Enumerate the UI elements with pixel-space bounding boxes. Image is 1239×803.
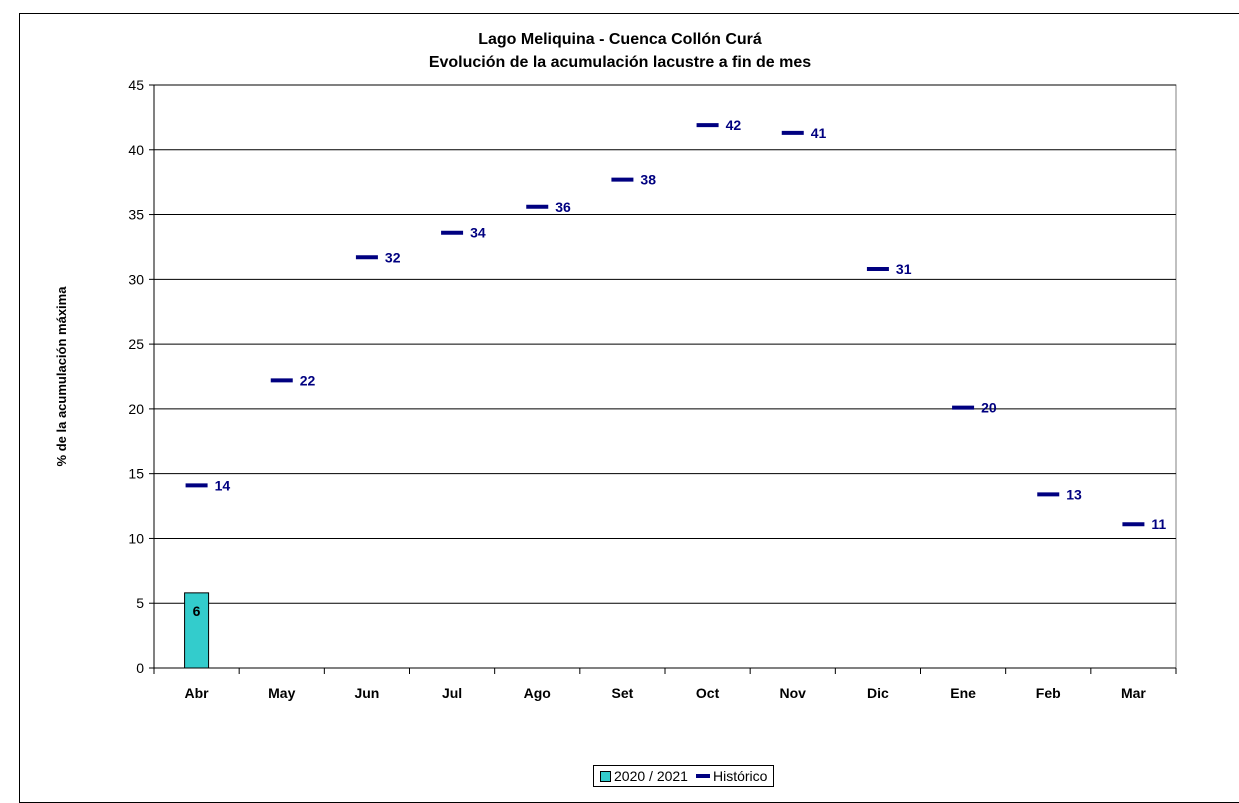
historico-label-dic: 31: [896, 261, 912, 277]
legend-item-2020-2021: 2020 / 2021: [600, 768, 688, 784]
historico-label-set: 38: [640, 172, 656, 188]
legend-item-historico: Histórico: [695, 768, 768, 784]
x-tick-label-ago: Ago: [524, 685, 551, 701]
y-tick-label-40: 40: [128, 142, 144, 158]
y-tick-label-15: 15: [128, 466, 144, 482]
y-tick-label-30: 30: [128, 271, 144, 287]
x-tick-label-feb: Feb: [1036, 685, 1061, 701]
x-tick-label-oct: Oct: [696, 685, 720, 701]
legend-line-label: Histórico: [712, 768, 768, 784]
x-tick-label-ene: Ene: [950, 685, 976, 701]
historico-label-oct: 42: [726, 117, 742, 133]
y-tick-label-20: 20: [128, 401, 144, 417]
y-tick-label-0: 0: [136, 660, 144, 676]
historico-label-ene: 20: [981, 400, 997, 416]
historico-label-abr: 14: [215, 477, 231, 493]
y-tick-label-5: 5: [136, 595, 144, 611]
plot-area: [153, 84, 1177, 669]
chart-title-line-1: Lago Meliquina - Cuenca Collón Curá: [478, 31, 762, 48]
y-axis-title: % de la acumulación máxima: [54, 286, 69, 467]
y-tick-label-25: 25: [128, 336, 144, 352]
y-tick-label-10: 10: [128, 530, 144, 546]
x-tick-label-may: May: [268, 685, 295, 701]
x-tick-label-jul: Jul: [442, 685, 462, 701]
x-tick-label-set: Set: [612, 685, 634, 701]
legend-bar-swatch: [600, 770, 611, 782]
legend-line-swatch: [695, 774, 710, 778]
historico-label-may: 22: [300, 372, 316, 388]
x-tick-label-nov: Nov: [780, 685, 807, 701]
x-tick-label-dic: Dic: [867, 685, 889, 701]
bar-abr: [184, 592, 210, 669]
historico-label-jul: 34: [470, 225, 486, 241]
historico-label-jun: 32: [385, 249, 401, 265]
historico-label-nov: 41: [811, 125, 827, 141]
legend-bar-label: 2020 / 2021: [614, 768, 688, 784]
historico-label-ago: 36: [555, 199, 571, 215]
x-tick-label-abr: Abr: [185, 685, 210, 701]
x-tick-label-mar: Mar: [1121, 685, 1146, 701]
legend: 2020 / 2021 Histórico: [593, 765, 775, 787]
historico-label-mar: 11: [1151, 516, 1166, 532]
bar-label-abr: 6: [193, 603, 201, 619]
y-tick-label-45: 45: [128, 77, 144, 93]
x-tick-label-jun: Jun: [354, 685, 379, 701]
historico-label-feb: 13: [1066, 486, 1082, 502]
chart-title-line-2: Evolución de la acumulación lacustre a f…: [429, 54, 811, 71]
y-tick-label-35: 35: [128, 207, 144, 223]
